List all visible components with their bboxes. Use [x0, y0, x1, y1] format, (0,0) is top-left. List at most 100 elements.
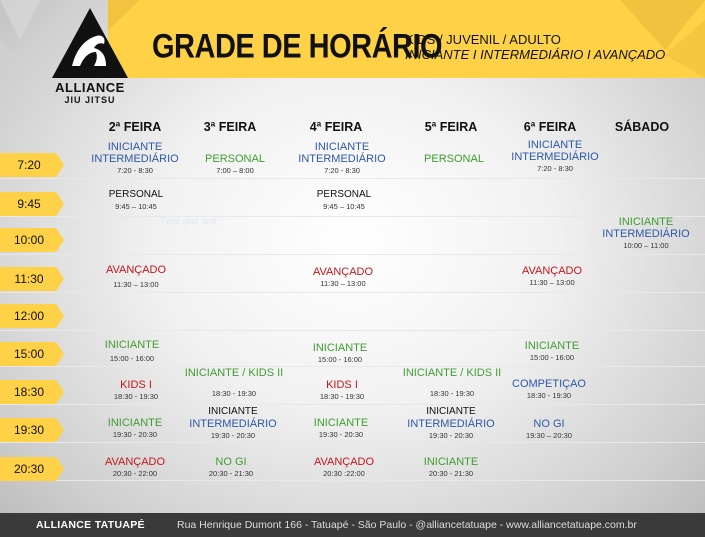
row-divider	[0, 330, 705, 331]
decor-triangles-icon	[0, 0, 705, 80]
placeholder-text: Type your text	[160, 216, 217, 226]
day-header-wednesday: 4ª FEIRA	[309, 120, 363, 134]
class-time: 18:30 - 19:30	[429, 389, 475, 398]
class-time: 15:00 - 16:00	[317, 355, 363, 364]
class-label: KIDS I	[326, 379, 358, 391]
class-label: INICIANTE	[107, 417, 163, 429]
class-label: INTERMEDIÁRIO	[602, 228, 690, 240]
class-label: NO GI	[215, 456, 247, 468]
time-tab-shape-icon	[0, 418, 64, 442]
class-time: 7:00 – 8:00	[216, 166, 254, 175]
time-tab-shape-icon	[0, 380, 64, 404]
class-time: 7:20 - 8:30	[537, 164, 573, 173]
class-time: 15:00 - 16:00	[529, 353, 575, 362]
class-time: 19:30 - 20:30	[210, 431, 256, 440]
class-time: 20:30 - 22:00	[112, 469, 158, 478]
class-wed-1500: INICIANTE 15:00 - 16:00	[280, 342, 400, 366]
row-divider	[0, 254, 705, 255]
class-label: INTERMEDIÁRIO	[407, 418, 495, 430]
time-label: 15:00	[13, 347, 45, 361]
class-mon-1500: INICIANTE 15:00 - 16:00	[72, 339, 192, 365]
class-label: KIDS I	[120, 379, 152, 391]
row-divider	[0, 178, 705, 179]
class-label: INTERMEDIÁRIO	[91, 153, 179, 165]
class-wed-2030: AVANÇADO 20:30 :22:00	[284, 456, 404, 480]
time-tab-shape-icon	[0, 457, 64, 481]
class-label: INICIANTE	[618, 216, 674, 228]
time-label: 19:30	[13, 423, 45, 437]
logo-name: ALLIANCE	[55, 80, 125, 95]
time-tab-1930: 19:30	[0, 418, 64, 442]
class-mon-1830: KIDS I 18:30 - 19:30	[76, 379, 196, 403]
class-thu-1930: INICIANTE INTERMEDIÁRIO 19:30 - 20:30	[391, 406, 511, 442]
class-time: 20:30 :22:00	[323, 469, 365, 478]
day-header-monday: 2ª FEIRA	[108, 120, 162, 134]
day-header-tuesday: 3ª FEIRA	[203, 120, 257, 134]
class-time: 19:30 - 20:30	[318, 430, 364, 439]
class-sat-1000: INICIANTE INTERMEDIÁRIO 10:00 – 11:00	[586, 216, 705, 252]
time-label: 10:00	[13, 233, 45, 247]
header-band	[108, 0, 705, 78]
class-label: INICIANTE	[527, 139, 583, 151]
class-time: 19:30 - 20:30	[112, 430, 158, 439]
alliance-logo-icon	[52, 8, 128, 78]
class-label: NO GI	[533, 418, 565, 430]
class-label: INICIANTE	[314, 141, 370, 153]
time-label: 12:00	[13, 309, 45, 323]
class-time: 11:30 – 13:00	[113, 280, 159, 289]
footer-contact-info: Rua Henrique Dumont 166 - Tatuapé - São …	[177, 519, 637, 531]
class-label: AVANÇADO	[313, 456, 375, 468]
day-header-friday: 6ª FEIRA	[523, 120, 577, 134]
class-label: INICIANTE / KIDS II	[184, 367, 284, 379]
time-tab-1000: 10:00	[0, 228, 64, 252]
class-mon-1130: AVANÇADO 11:30 – 13:00	[76, 264, 196, 291]
class-time: 18:30 - 19:30	[319, 392, 365, 401]
class-wed-0720: INICIANTE INTERMEDIÁRIO 7:20 - 8:30	[282, 141, 402, 177]
header: ALLIANCE JIU JITSU GRADE DE HORÁRIO KIDS…	[0, 0, 705, 105]
class-fri-0720: INICIANTE INTERMEDIÁRIO 7:20 - 8:30	[495, 139, 615, 175]
row-divider	[0, 480, 705, 481]
time-tab-1830: 18:30	[0, 380, 64, 404]
class-wed-1830: KIDS I 18:30 - 19:30	[282, 379, 402, 403]
time-tab-shape-icon	[0, 267, 64, 291]
class-time: 18:30 - 19:30	[526, 391, 572, 400]
day-header-saturday: SÁBADO	[614, 120, 670, 134]
logo-subtitle: JIU JITSU	[64, 95, 116, 105]
class-label: PERSONAL	[424, 153, 484, 165]
class-time: 7:20 - 8:30	[117, 166, 153, 175]
logo: ALLIANCE JIU JITSU	[50, 6, 130, 105]
footer: ALLIANCE TATUAPÉ Rua Henrique Dumont 166…	[0, 513, 705, 537]
class-label: COMPETIÇAO	[512, 378, 586, 390]
row-divider	[0, 366, 705, 367]
class-label: INTERMEDIÁRIO	[189, 418, 277, 430]
class-time: 15:00 - 16:00	[109, 354, 155, 363]
class-tue-0720: PERSONAL 7:00 – 8:00	[175, 153, 295, 177]
class-fri-1500: INICIANTE 15:00 - 16:00	[492, 340, 612, 364]
time-tab-2030: 20:30	[0, 457, 64, 481]
class-label: INICIANTE	[107, 141, 163, 153]
class-label: AVANÇADO	[312, 266, 374, 278]
header-subtitle-audience: KIDS / JUVENIL / ADULTO	[405, 32, 561, 47]
time-tab-shape-icon	[0, 153, 64, 177]
row-divider	[0, 442, 705, 443]
time-tab-0945: 9:45	[0, 192, 64, 216]
class-label: INICIANTE	[208, 406, 258, 417]
class-wed-1930: INICIANTE 19:30 - 20:30	[281, 417, 401, 441]
time-tab-1200: 12:00	[0, 304, 64, 328]
class-fri-1930: NO GI 19:30 – 20:30	[489, 418, 609, 442]
time-tab-shape-icon	[0, 342, 64, 366]
class-wed-0945: PERSONAL 9:45 – 10:45	[284, 189, 404, 213]
class-label: INICIANTE	[104, 339, 160, 351]
row-divider	[0, 404, 705, 405]
class-thu-2030: INICIANTE 20:30 - 21:30	[391, 456, 511, 480]
time-label: 9:45	[17, 197, 41, 211]
class-label: INICIANTE	[312, 342, 368, 354]
class-label: INICIANTE	[423, 456, 479, 468]
time-tab-shape-icon	[0, 192, 64, 216]
class-thu-0720: PERSONAL	[394, 153, 514, 165]
class-mon-0720: INICIANTE INTERMEDIÁRIO 7:20 - 8:30	[75, 141, 195, 177]
time-tab-1130: 11:30	[0, 267, 64, 291]
class-time: 11:30 – 13:00	[529, 278, 575, 287]
class-label: INICIANTE	[524, 340, 580, 352]
class-mon-1930: INICIANTE 19:30 - 20:30	[75, 417, 195, 441]
